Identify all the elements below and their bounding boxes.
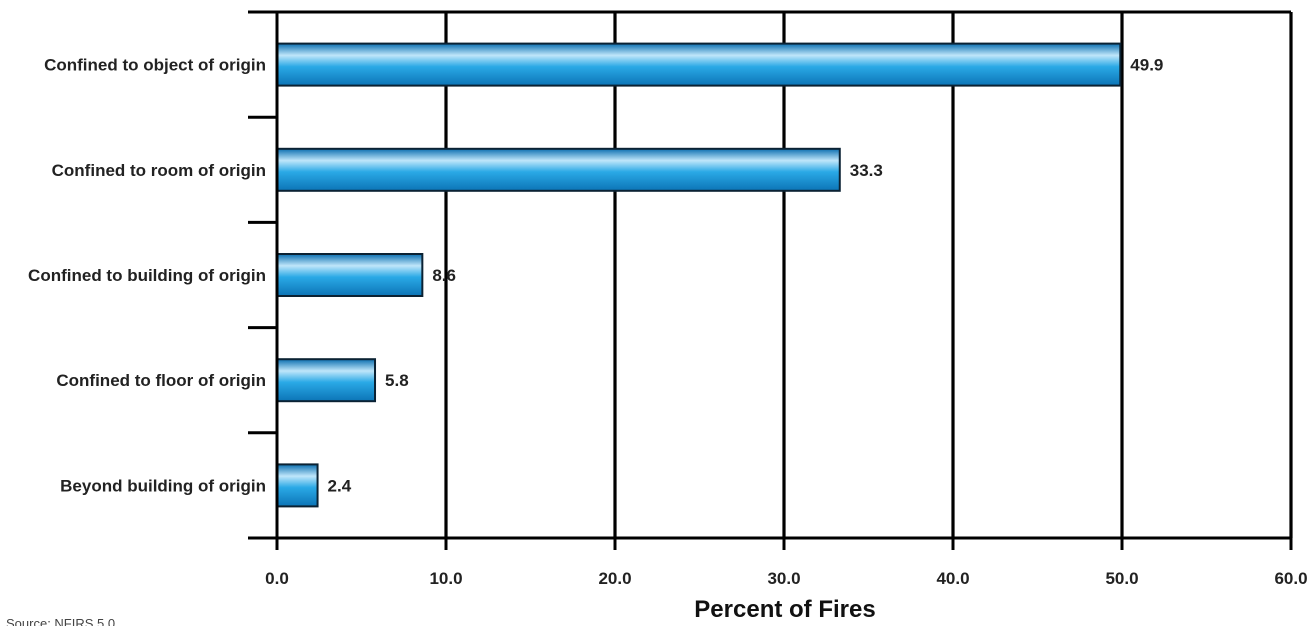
gridlines	[444, 12, 1293, 538]
source-note: Source: NFIRS 5.0	[6, 616, 115, 626]
bar	[276, 147, 841, 192]
category-label: Beyond building of origin	[60, 476, 266, 495]
data-label: 2.4	[328, 476, 352, 495]
bar	[276, 253, 424, 297]
data-label: 49.9	[1130, 56, 1163, 75]
bars	[276, 42, 1122, 508]
data-label: 33.3	[850, 161, 883, 180]
bar	[276, 42, 1122, 87]
bar	[276, 463, 319, 508]
labels: 0.0 10.0 20.0 30.0 40.0 50.0 60.0 Confined to o…	[28, 56, 1308, 588]
x-tick-label: 60.0	[1274, 569, 1307, 588]
x-tick-label: 50.0	[1105, 569, 1138, 588]
x-tick-label: 30.0	[767, 569, 800, 588]
data-label: 5.8	[385, 371, 409, 390]
x-tick-label: 0.0	[265, 569, 289, 588]
x-tick-label: 20.0	[598, 569, 631, 588]
category-label: Confined to floor of origin	[56, 371, 266, 390]
x-axis-title: Percent of Fires	[694, 596, 875, 623]
category-label: Confined to object of origin	[44, 56, 266, 75]
x-tick-label: 10.0	[429, 569, 462, 588]
axes	[248, 10, 1293, 550]
category-label: Confined to building of origin	[28, 266, 266, 285]
x-tick-label: 40.0	[936, 569, 969, 588]
data-label: 8.6	[432, 266, 456, 285]
bar	[276, 358, 377, 403]
category-label: Confined to room of origin	[52, 161, 266, 180]
